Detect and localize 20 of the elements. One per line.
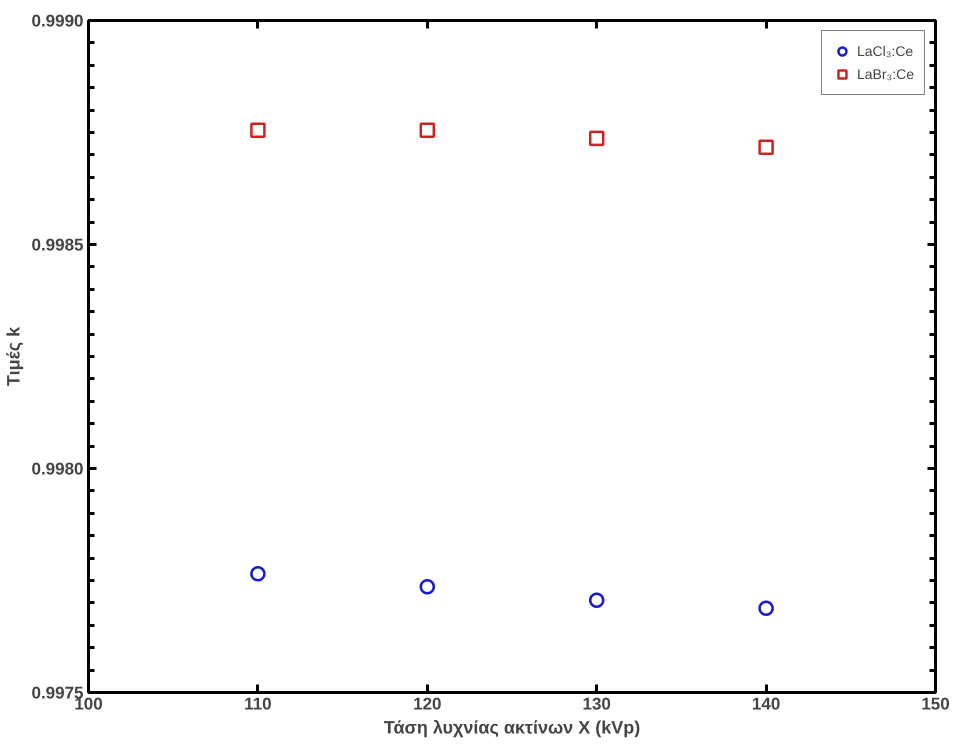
point [588, 130, 604, 146]
point [420, 579, 436, 595]
point [420, 122, 436, 138]
point [250, 566, 266, 582]
point [758, 140, 774, 156]
point [588, 592, 604, 608]
y-axis-title: Τιμές k [4, 326, 24, 386]
y-tick-label: 0.9990 [32, 12, 84, 30]
y-tick-label: 0.9980 [32, 460, 84, 478]
legend-label: LaBr₃:Ce [856, 66, 914, 82]
point [758, 600, 774, 616]
legend-label: LaCl₃:Ce [856, 43, 914, 59]
y-tick-label: 0.9985 [32, 236, 84, 254]
point [250, 122, 266, 138]
x-tick-label: 140 [752, 694, 780, 714]
x-tick-label: 120 [413, 694, 442, 714]
x-tick-label: 110 [244, 694, 272, 714]
x-tick-label: 150 [921, 694, 950, 714]
x-axis-title: Τάση λυχνίας ακτίνων X (kVp) [384, 718, 640, 738]
x-tick-label: 130 [582, 694, 611, 714]
